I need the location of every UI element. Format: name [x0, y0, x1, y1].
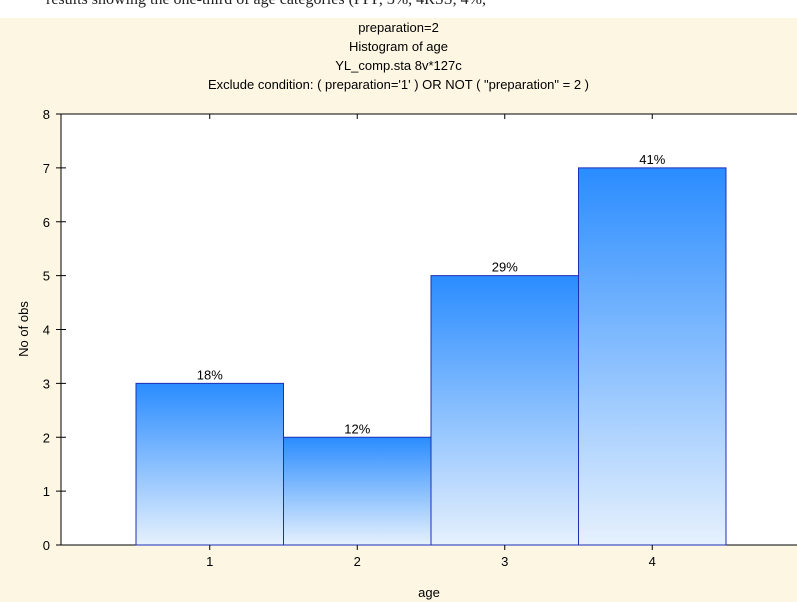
y-tick-label: 3 — [43, 376, 50, 391]
x-tick-label: 2 — [354, 554, 361, 569]
y-tick-label: 0 — [43, 538, 50, 553]
y-tick-label: 8 — [43, 107, 50, 122]
y-axis: 0 1 2 3 4 5 6 7 8 — [43, 107, 66, 553]
y-tick-label: 5 — [43, 269, 50, 284]
chart-title-2: Histogram of age — [349, 39, 448, 54]
bars-layer: 18% 12% 29% 41% — [135, 152, 727, 546]
top-caption: results showing the one-third of age cat… — [46, 0, 486, 9]
bar-4 — [578, 167, 727, 546]
bar-value-label: 12% — [344, 421, 370, 436]
x-axis: 1 2 3 4 — [206, 114, 656, 569]
top-caption-strip: results showing the one-third of age cat… — [0, 0, 797, 18]
chart-title-1: preparation=2 — [358, 20, 439, 35]
x-axis-label: age — [418, 585, 440, 600]
y-tick-label: 2 — [43, 430, 50, 445]
bar-value-label: 29% — [492, 260, 518, 275]
bar-2 — [283, 436, 432, 546]
x-tick-label: 1 — [206, 554, 213, 569]
chart-title-3: YL_comp.sta 8v*127c — [335, 58, 462, 73]
bar-value-label: 18% — [197, 367, 223, 382]
bar-value-label: 41% — [639, 152, 665, 167]
x-tick-label: 4 — [649, 554, 656, 569]
bar-1 — [135, 382, 284, 546]
y-tick-label: 6 — [43, 215, 50, 230]
y-axis-label: No of obs — [16, 301, 31, 357]
y-tick-label: 1 — [43, 484, 50, 499]
x-tick-label: 3 — [501, 554, 508, 569]
y-tick-label: 7 — [43, 161, 50, 176]
y-tick-label: 4 — [43, 323, 50, 338]
bar-3 — [430, 275, 579, 546]
chart-title-4: Exclude condition: ( preparation='1' ) O… — [207, 77, 590, 92]
chart-titles: preparation=2 Histogram of age YL_comp.s… — [0, 18, 797, 94]
